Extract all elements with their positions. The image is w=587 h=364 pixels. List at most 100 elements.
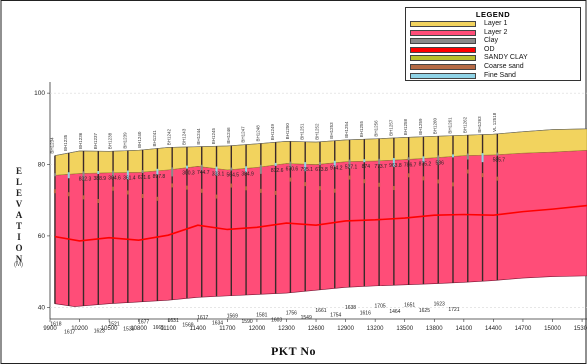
borehole-sample — [422, 176, 425, 181]
borehole-sample — [230, 167, 233, 171]
borehole-top-value: 897.8 — [153, 174, 166, 180]
y-axis-title-letter: E — [15, 166, 22, 176]
borehole-sample — [407, 173, 410, 178]
borehole-bottom-value: 1617 — [64, 330, 75, 336]
borehole-top-value: 874 — [362, 164, 371, 170]
x-tick-label: 9900 — [43, 326, 57, 332]
legend-swatch — [410, 29, 476, 36]
borehole-sample — [318, 162, 321, 166]
borehole-name: BH1241 — [152, 130, 157, 147]
borehole-sample — [422, 156, 425, 163]
borehole-bottom-value: 1623 — [434, 302, 445, 308]
y-tick-label: 100 — [34, 90, 45, 97]
x-tick-label: 14400 — [485, 326, 502, 332]
legend-item-sandy-clay: SANDY CLAY — [410, 54, 578, 63]
borehole-vl12518: VL 12518 585.7 — [492, 112, 506, 281]
legend-label: Layer 2 — [484, 28, 508, 36]
borehole-bh1251: BH1251 795.1 1549 — [300, 123, 313, 321]
borehole-sample — [348, 175, 351, 180]
legend-swatch — [410, 46, 476, 53]
borehole-name: BH1263 — [477, 116, 482, 133]
borehole-sample — [466, 169, 469, 174]
borehole-bh1252: BH1252 673.8 1661 — [314, 123, 327, 314]
y-axis-title-letter: T — [15, 221, 22, 231]
borehole-name: BH1245 — [211, 127, 216, 144]
borehole-sample — [126, 190, 129, 195]
borehole-sample — [67, 192, 70, 197]
borehole-sample — [141, 194, 144, 199]
od-line — [54, 204, 587, 242]
borehole-name: VL 12518 — [492, 112, 497, 132]
borehole-top-value: 795.1 — [300, 167, 313, 173]
borehole-name: BH1260 — [433, 117, 438, 134]
legend-swatch — [410, 72, 476, 79]
legend: LEGEND Layer 1 Layer 2 Clay OD SANDY CLAY Coa… — [405, 7, 581, 81]
borehole-top-value: 304.6 — [108, 176, 121, 182]
borehole-bottom-value: 1661 — [315, 308, 326, 314]
borehole-bh1238: BH1238 304.6 1521 — [108, 132, 121, 327]
borehole-sample — [274, 190, 277, 195]
ground-surface-line — [54, 128, 587, 156]
borehole-top-value: 773.7 — [374, 164, 387, 170]
legend-title: LEGEND — [475, 10, 511, 19]
borehole-bh1253: BH1253 974.2 1754 — [329, 122, 342, 318]
y-axis-title-letter: V — [15, 199, 23, 209]
borehole-name: BH1251 — [300, 123, 305, 140]
borehole-top-value: 527.1 — [345, 165, 358, 171]
borehole-name: BH1254 — [344, 121, 349, 138]
borehole-name: BH1250 — [285, 123, 290, 140]
borehole-bh1249: BH1249 812.6 1603 — [270, 123, 283, 323]
x-axis-title: PKT No — [270, 344, 317, 358]
borehole-name: BH1256 — [374, 120, 379, 137]
borehole-bottom-value: 1634 — [212, 320, 223, 326]
borehole-bottom-value: 1677 — [138, 320, 149, 326]
legend-label: Layer 1 — [484, 20, 508, 27]
borehole-top-value: 671.6 — [138, 175, 151, 181]
borehole-sample — [215, 194, 218, 199]
borehole-sample — [333, 188, 336, 193]
borehole-bottom-value: 1623 — [94, 329, 105, 335]
borehole-bh1250: BH1250 670.6 1756 — [285, 123, 298, 317]
x-tick-label: 11700 — [219, 326, 236, 332]
borehole-name: BH1238 — [108, 132, 113, 149]
x-tick-label: 12000 — [249, 326, 266, 332]
borehole-sample — [333, 160, 336, 167]
legend-item-layer-1: Layer 1 — [410, 20, 578, 29]
y-axis-title-letter: I — [17, 232, 21, 242]
borehole-sample — [126, 170, 129, 180]
borehole-sample — [185, 165, 188, 169]
legend-item-fine-sand: Fine Sand — [410, 72, 578, 81]
x-tick-label: 13500 — [396, 326, 413, 332]
borehole-name: BH1237 — [93, 132, 98, 149]
borehole-bottom-value: 1618 — [50, 322, 61, 328]
borehole-sample — [53, 173, 56, 177]
borehole-sample — [245, 186, 248, 191]
borehole-bh1235: BH1235 1617 — [63, 134, 75, 335]
y-axis-title-letter: A — [15, 210, 23, 220]
borehole-name: BH1235 — [63, 134, 68, 151]
borehole-name: BH1252 — [314, 123, 319, 140]
borehole-bh1260: BH1260 586 1623 — [433, 117, 445, 307]
borehole-bottom-value: 1521 — [108, 321, 119, 327]
legend-label: OD — [484, 45, 495, 53]
borehole-top-value: 585.7 — [493, 158, 506, 164]
borehole-name: BH1234 — [49, 137, 54, 154]
borehole-sample — [200, 188, 203, 193]
borehole-sample — [392, 158, 395, 168]
borehole-bh1240: BH1240 671.6 1677 — [137, 131, 150, 326]
borehole-sample — [53, 189, 56, 194]
borehole-bh1255: BH1255 874 1616 — [359, 120, 371, 316]
borehole-bh1243: BH1243 300.3 1569 — [181, 128, 194, 328]
borehole-bottom-value: 1616 — [360, 310, 371, 316]
borehole-sample — [171, 167, 174, 177]
x-tick-label: 10500 — [101, 326, 118, 332]
legend-item-od: OD — [410, 45, 578, 55]
borehole-top-value: 361.4 — [123, 176, 136, 182]
borehole-sample — [318, 186, 321, 191]
borehole-sample — [112, 170, 115, 177]
borehole-sample — [481, 153, 484, 163]
borehole-sample — [82, 195, 85, 200]
borehole-sample — [112, 186, 115, 191]
borehole-sample — [378, 158, 381, 165]
